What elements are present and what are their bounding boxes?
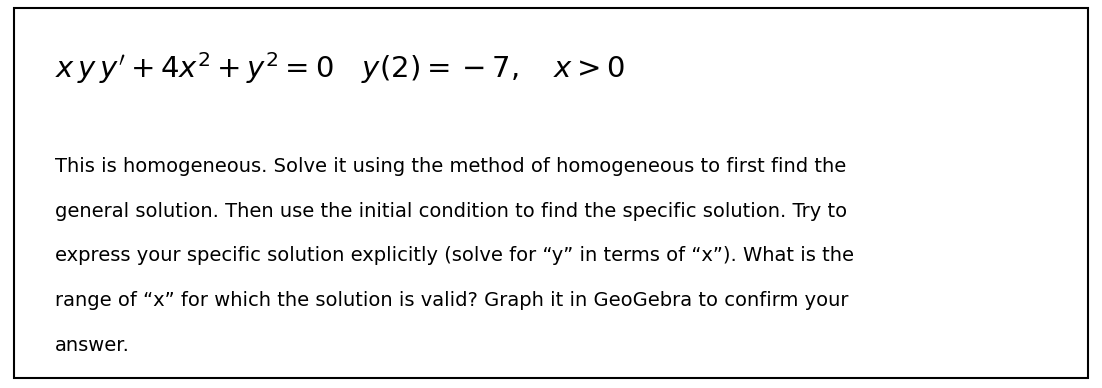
Text: general solution. Then use the initial condition to find the specific solution. : general solution. Then use the initial c… [55,202,847,221]
Text: express your specific solution explicitly (solve for “y” in terms of “x”). What : express your specific solution explicitl… [55,246,854,265]
FancyBboxPatch shape [14,8,1088,378]
Text: answer.: answer. [55,336,130,355]
Text: range of “x” for which the solution is valid? Graph it in GeoGebra to confirm yo: range of “x” for which the solution is v… [55,291,849,310]
Text: This is homogeneous. Solve it using the method of homogeneous to first find the: This is homogeneous. Solve it using the … [55,157,846,176]
Text: $x\,y\,y' + 4x^2 + y^2 = 0 \quad y(2) = -7, \quad x > 0$: $x\,y\,y' + 4x^2 + y^2 = 0 \quad y(2) = … [55,50,625,87]
